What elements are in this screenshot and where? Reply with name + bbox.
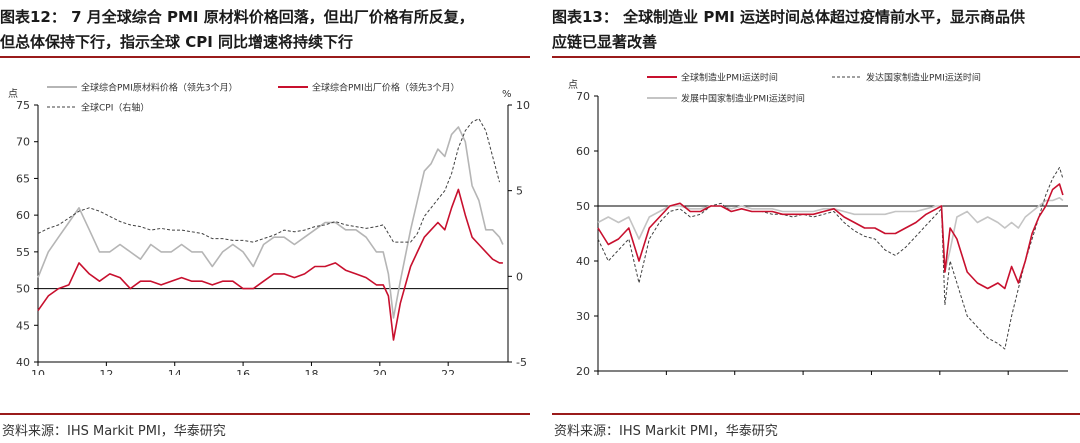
left-bottom-rule bbox=[0, 413, 530, 415]
y-tick-label-left: 50 bbox=[16, 283, 30, 296]
x-tick-label: 20 bbox=[373, 368, 387, 375]
left-figure-panel: 图表12： 7 月全球综合 PMI 原材料价格回落，但出厂价格有所反复， 但总体… bbox=[0, 0, 530, 439]
y-tick-label-left: 70 bbox=[16, 136, 30, 149]
right-title-line1: 图表13： 全球制造业 PMI 运送时间总体超过疫情前水平，显示商品供 bbox=[552, 8, 1026, 26]
series-line-2 bbox=[37, 118, 500, 243]
y-tick-label-left: 75 bbox=[16, 99, 30, 112]
left-title-rule bbox=[0, 56, 530, 58]
y-tick-label-left: 70 bbox=[576, 90, 590, 103]
series-line-1 bbox=[37, 188, 503, 341]
right-figure-panel: 图表13： 全球制造业 PMI 运送时间总体超过疫情前水平，显示商品供 应链已显… bbox=[552, 0, 1080, 439]
y-tick-label-left: 45 bbox=[16, 319, 30, 332]
legend-label: 全球制造业PMI运送时间 bbox=[681, 72, 778, 84]
x-tick-label: 12 bbox=[99, 368, 113, 375]
left-figure-title: 图表12： 7 月全球综合 PMI 原材料价格回落，但出厂价格有所反复， 但总体… bbox=[0, 0, 530, 55]
legend-label: 全球综合PMI出厂价格（领先3个月） bbox=[312, 82, 460, 94]
y-tick-label-left: 40 bbox=[16, 356, 30, 369]
y-tick-label-left: 40 bbox=[576, 255, 590, 268]
legend-label: 发展中国家制造业PMI运送时间 bbox=[681, 93, 805, 105]
y-tick-label-right: 0 bbox=[516, 270, 523, 283]
y-tick-label-left: 20 bbox=[576, 365, 590, 375]
y-tick-label-right: -5 bbox=[516, 356, 527, 369]
legend-label: 全球综合PMI原材料价格（领先3个月） bbox=[81, 82, 238, 94]
right-chart: 点20304050607010121416182022全球制造业PMI运送时间发… bbox=[568, 72, 1068, 375]
y-tick-label-right: 10 bbox=[516, 99, 530, 112]
y-unit-left: 点 bbox=[568, 79, 578, 91]
right-title-line2: 应链已显著改善 bbox=[552, 33, 658, 51]
left-chart: 点 % 40 45 50 55 60 65 70 75 -5 0 5 10 10 12 14 16 18 20 22 全球… bbox=[8, 82, 530, 376]
right-title-rule bbox=[552, 56, 1080, 58]
left-title-line2: 但总体保持下行，指示全球 CPI 同比增速将持续下行 bbox=[0, 33, 354, 51]
y-tick-label-left: 30 bbox=[576, 310, 590, 323]
left-source-note: 资料来源：IHS Markit PMI，华泰研究 bbox=[2, 424, 226, 439]
y-unit-left: 点 bbox=[8, 88, 18, 100]
x-tick-label: 16 bbox=[236, 368, 250, 375]
x-tick-label: 14 bbox=[168, 368, 182, 375]
legend-label: 全球CPI（右轴） bbox=[81, 102, 149, 114]
y-tick-label-left: 60 bbox=[576, 145, 590, 158]
right-source-note: 资料来源：IHS Markit PMI，华泰研究 bbox=[554, 424, 778, 439]
left-title-line1: 图表12： 7 月全球综合 PMI 原材料价格回落，但出厂价格有所反复， bbox=[0, 8, 474, 26]
y-unit-right: % bbox=[502, 89, 512, 100]
y-tick-label-left: 55 bbox=[16, 246, 30, 259]
series-line-1 bbox=[597, 167, 1064, 350]
y-tick-label-left: 65 bbox=[16, 172, 30, 185]
x-tick-label: 18 bbox=[304, 368, 318, 375]
x-tick-label: 10 bbox=[31, 368, 45, 375]
right-bottom-rule bbox=[552, 413, 1080, 415]
right-figure-title: 图表13： 全球制造业 PMI 运送时间总体超过疫情前水平，显示商品供 应链已显… bbox=[552, 0, 1080, 55]
y-tick-label-left: 50 bbox=[576, 200, 590, 213]
legend-label: 发达国家制造业PMI运送时间 bbox=[866, 72, 981, 84]
x-tick-label: 22 bbox=[441, 368, 455, 375]
y-tick-label-right: 5 bbox=[516, 185, 523, 198]
y-tick-label-left: 60 bbox=[16, 209, 30, 222]
series-line-2 bbox=[597, 183, 1064, 290]
series-line-0 bbox=[37, 126, 504, 319]
